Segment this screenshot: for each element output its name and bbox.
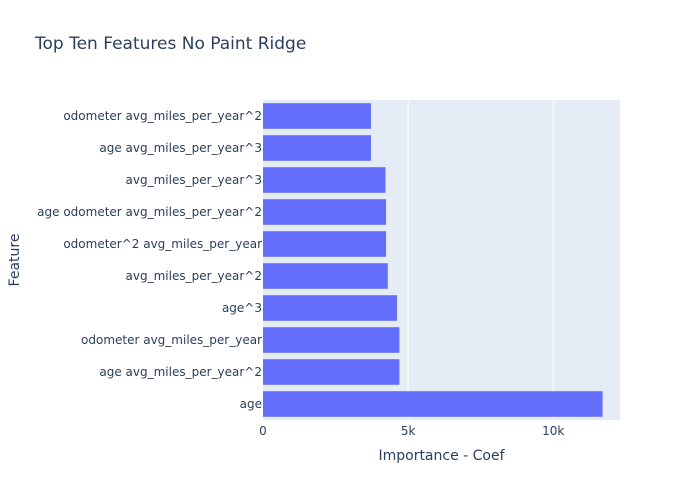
x-tick-label: 5k [401, 424, 416, 438]
y-axis-title: Feature [7, 234, 23, 287]
bar [263, 263, 388, 289]
y-tick-labels: age age avg_miles_per_year^2 odometer avg_… [37, 109, 262, 411]
bar [263, 167, 386, 193]
bar [263, 231, 387, 257]
y-tick-label: odometer^2 avg_miles_per_year [63, 237, 262, 251]
bar [263, 295, 398, 321]
x-tick-label: 0 [259, 424, 267, 438]
y-tick-label: age avg_miles_per_year^2 [99, 365, 262, 379]
gridlines [407, 100, 554, 420]
y-tick-label: avg_miles_per_year^3 [126, 173, 262, 187]
y-tick-label: age^3 [222, 301, 262, 315]
bar [263, 359, 400, 385]
y-tick-label: odometer avg_miles_per_year [81, 333, 262, 347]
y-tick-label: age [240, 397, 262, 411]
bars [263, 103, 603, 417]
bar [263, 199, 387, 225]
y-tick-label: age avg_miles_per_year^3 [99, 141, 262, 155]
bar [263, 135, 371, 161]
y-tick-label: avg_miles_per_year^2 [126, 269, 262, 283]
x-axis-title: Importance - Coef [378, 448, 505, 464]
x-tick-label: 10k [542, 424, 564, 438]
bar [263, 103, 371, 129]
chart-title: Top Ten Features No Paint Ridge [35, 34, 307, 54]
bar [263, 327, 400, 353]
y-tick-label: age odometer avg_miles_per_year^2 [37, 205, 262, 219]
x-tick-labels: 0 5k 10k [259, 424, 564, 438]
bar [263, 391, 603, 417]
y-tick-label: odometer avg_miles_per_year^2 [63, 109, 262, 123]
